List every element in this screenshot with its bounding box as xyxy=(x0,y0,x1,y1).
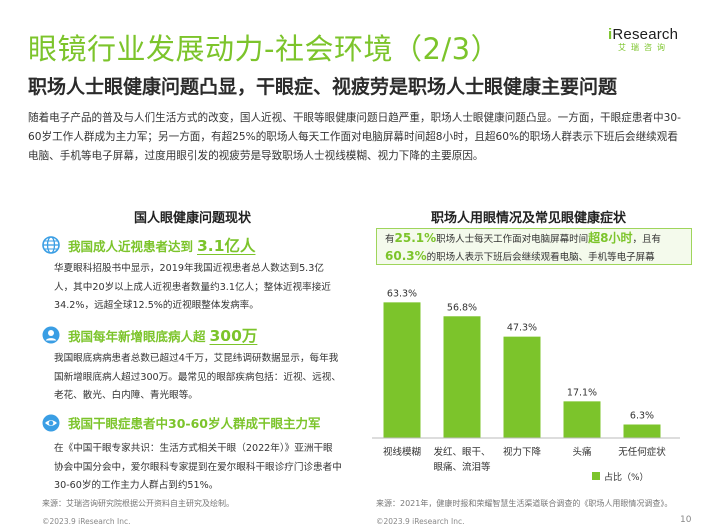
item-fundus-figure: 300万 xyxy=(209,327,258,345)
item-dryeye-body: 在《中国干眼专家共识：生活方式相关干眼（2022年）》亚洲干眼协会中国分会中，爱… xyxy=(54,443,342,491)
category-label-1-0: 发红、眼干、 xyxy=(433,446,490,458)
callout-text-2: 职场人士每天工作面对电脑屏幕时间 xyxy=(436,234,589,245)
right-section-title: 职场人用眼情况及常见眼健康症状 xyxy=(431,211,627,226)
callout-text-3: ，且有 xyxy=(632,234,662,245)
legend-swatch xyxy=(592,472,600,480)
head-icon xyxy=(42,326,60,344)
page-title: 眼镜行业发展动力-社会环境（2/3） xyxy=(28,32,501,66)
logo-research: Research xyxy=(612,26,679,43)
right-source-note: 来源：2021年，健康时报和荣耀智慧生活渠道联合调查的《职场人用眼情况调查》。 xyxy=(376,499,673,508)
bar-3 xyxy=(563,401,601,438)
category-label-3-0: 头痛 xyxy=(572,446,592,458)
globe-icon xyxy=(42,236,60,254)
bar-1 xyxy=(443,316,481,438)
callout-highlight-1: 25.1% xyxy=(394,231,437,245)
callout-highlight-2: 超8小时 xyxy=(588,231,633,245)
item-myopia-heading: 我国成人近视患者达到 3.1亿人 xyxy=(42,234,255,256)
eye-icon xyxy=(42,414,60,431)
left-source-note: 来源：艾瑞咨询研究院根据公开资料自主研究及绘制。 xyxy=(42,499,234,508)
page-subtitle: 职场人士眼健康问题凸显，干眼症、视疲劳是职场人士眼健康主要问题 xyxy=(28,76,618,98)
page-number: 10 xyxy=(680,515,692,525)
item-myopia-title: 我国成人近视患者达到 xyxy=(68,238,194,254)
bar-4 xyxy=(623,424,661,438)
left-section-title: 国人眼健康问题现状 xyxy=(134,211,252,226)
logo-subtitle: 艾瑞咨询 xyxy=(618,43,670,52)
bar-value-label-1: 56.8% xyxy=(447,302,477,313)
bar-value-label-3: 17.1% xyxy=(567,387,597,398)
item-myopia-figure: 3.1亿人 xyxy=(197,237,256,255)
legend-label: 占比（%） xyxy=(604,471,649,483)
category-label-4-0: 无任何症状 xyxy=(618,446,666,458)
item-myopia-body: 华夏眼科招股书中显示，2019年我国近视患者总人数达到5.3亿人，其中20岁以上… xyxy=(54,263,331,311)
category-label-0-0: 视线模糊 xyxy=(383,446,421,458)
item-fundus-heading: 我国每年新增眼底病人超 300万 xyxy=(42,324,257,346)
item-fundus-body: 我国眼底病病患者总数已超过4千万，艾昆纬调研数据显示，每年我国新增眼底病人超过3… xyxy=(54,353,341,401)
callout-text-4: 的职场人表示下班后会继续观看电脑、手机等电子屏幕 xyxy=(426,252,655,263)
callout-text-1: 有 xyxy=(385,234,395,245)
symptom-bar-chart: 63.3% 视线模糊 56.8% 发红、眼干、眼痛、流泪等 47.3% 视力下降 17.1%… xyxy=(372,288,680,483)
logo-i: i xyxy=(608,26,613,43)
bar-value-label-4: 6.3% xyxy=(630,411,654,422)
bar-value-label-0: 63.3% xyxy=(387,288,417,299)
callout-highlight-3: 60.3% xyxy=(385,249,427,263)
usage-callout: 有25.1%职场人士每天工作面对电脑屏幕时间超8小时，且有 60.3%的职场人表示… xyxy=(376,228,692,265)
bar-2 xyxy=(503,336,541,438)
item-fundus-title: 我国每年新增眼底病人超 xyxy=(68,328,206,344)
bar-0 xyxy=(383,302,421,438)
item-dryeye-title: 我国干眼症患者中30-60岁人群成干眼主力军 xyxy=(68,416,321,431)
footer-copyright-right: ©2023.9 iResearch Inc. xyxy=(376,517,465,526)
category-label-1-1: 眼痛、流泪等 xyxy=(433,461,491,473)
category-label-2-0: 视力下降 xyxy=(503,446,542,458)
intro-paragraph: 随着电子产品的普及与人们生活方式的改变，国人近视、干眼等眼健康问题日趋严重，职场… xyxy=(28,112,681,162)
iresearch-logo: iResearch 艾瑞咨询 xyxy=(608,26,688,56)
item-dryeye-heading: 我国干眼症患者中30-60岁人群成干眼主力军 xyxy=(42,413,320,432)
footer-copyright-left: ©2023.9 iResearch Inc. xyxy=(42,517,131,526)
logo-wordmark: iResearch xyxy=(608,26,688,43)
bar-value-label-2: 47.3% xyxy=(507,323,537,334)
